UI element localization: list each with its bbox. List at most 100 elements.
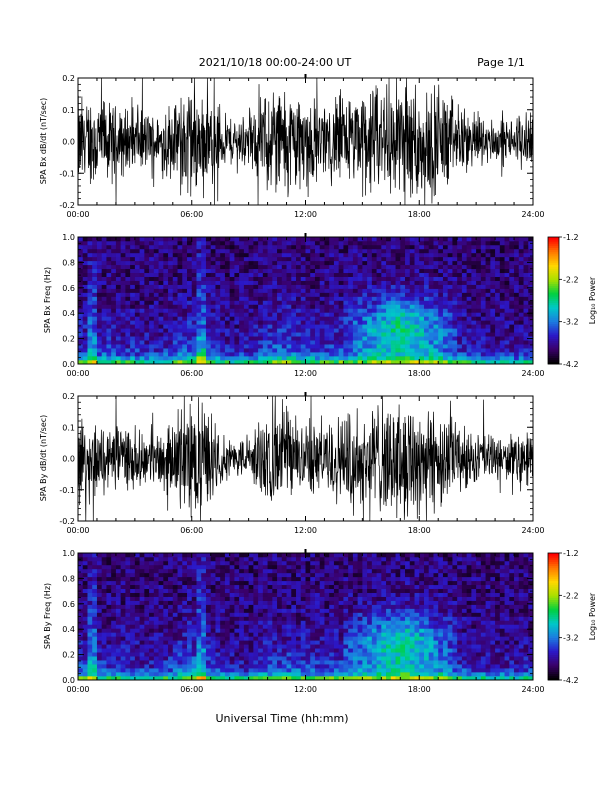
spectrogram-cell (281, 604, 287, 609)
spectrogram-cell (504, 240, 510, 246)
spectrogram-cell (447, 344, 453, 349)
spectrogram-cell (96, 344, 102, 349)
spectrogram-cell (319, 237, 325, 242)
spectrogram-cell (348, 328, 354, 333)
spectrogram-cell (314, 304, 321, 309)
spectrogram-cell (286, 592, 292, 597)
spectrogram-cell (115, 596, 121, 601)
spectrogram-cell (92, 580, 98, 586)
spectrogram-cell (205, 588, 212, 593)
spectrogram-cell (101, 284, 107, 289)
spectrogram-cell (234, 312, 240, 317)
spectrogram-cell (423, 268, 430, 274)
spectrogram-cell (438, 284, 444, 289)
spectrogram-cell (149, 588, 155, 593)
spectrogram-cell (485, 340, 491, 345)
spectrogram-cell (125, 332, 131, 337)
spectrogram-cell (158, 344, 164, 349)
spectrogram-cell (423, 272, 430, 277)
spectrogram-cell (210, 628, 216, 633)
spectrogram-cell (177, 604, 183, 609)
spectrogram-cell (210, 240, 216, 246)
spectrogram-cell (296, 676, 302, 681)
spectrogram-cell (210, 348, 216, 353)
spectrogram-cell (92, 616, 98, 621)
spectrogram-cell (258, 640, 264, 645)
spectrogram-cell (149, 268, 155, 274)
spectrogram-cell (286, 312, 292, 317)
spectrogram-cell (134, 600, 140, 605)
spectrogram-cell (262, 284, 268, 289)
spectrogram-cell (168, 360, 174, 365)
spectrogram-cell (196, 620, 202, 625)
spectrogram-cell (196, 664, 202, 669)
spectrogram-cell (277, 320, 283, 325)
spectrogram-cell (87, 556, 93, 562)
spectrogram-cell (163, 360, 169, 365)
spectrogram-cell (395, 244, 401, 250)
spectrogram-cell (78, 600, 84, 605)
spectrogram-cell (153, 568, 159, 574)
spectrogram-cell (471, 348, 477, 353)
spectrogram-cell (187, 636, 193, 641)
spectrogram-cell (92, 336, 98, 341)
spectrogram-cell (239, 300, 245, 305)
spectrogram-cell (267, 344, 273, 349)
spectrogram-cell (343, 272, 349, 277)
spectrogram-cell (258, 352, 264, 357)
spectrogram-cell (248, 644, 254, 649)
spectrogram-cell (243, 584, 249, 590)
spectrogram-cell (130, 280, 136, 285)
spectrogram-cell (92, 564, 98, 570)
spectrogram-cell (78, 664, 84, 669)
spectrogram-cell (277, 360, 283, 365)
spectrogram-cell (272, 664, 278, 669)
spectrogram-cell (196, 320, 202, 325)
spectrogram-cell (499, 237, 505, 242)
spectrogram-cell (523, 244, 529, 250)
spectrogram-cell (92, 652, 98, 657)
spectrogram-cell (357, 296, 363, 301)
spectrogram-cell (120, 320, 126, 325)
spectrogram-cell (149, 553, 155, 558)
spectrogram-cell (314, 292, 321, 297)
spectrogram-cell (239, 656, 245, 661)
spectrogram-cell (367, 320, 373, 325)
spectrogram-cell (258, 280, 264, 285)
spectrogram-cell (528, 276, 534, 281)
spectrogram-cell (187, 560, 193, 566)
spectrogram-cell (106, 328, 112, 333)
spectrogram-cell (229, 304, 235, 309)
spectrogram-cell (224, 288, 230, 293)
spectrogram-cell (243, 284, 249, 289)
spectrogram-cell (386, 308, 392, 313)
spectrogram-cell (258, 644, 264, 649)
spectrogram-cell (514, 312, 520, 317)
spectrogram-cell (405, 264, 411, 270)
spectrogram-cell (239, 644, 245, 649)
spectrogram-cell (120, 592, 126, 597)
spectrogram-cell (78, 276, 84, 281)
spectrogram-cell (461, 244, 467, 250)
spectrogram-cell (229, 324, 235, 329)
spectrogram-cell (153, 596, 159, 601)
spectrogram-cell (471, 324, 477, 329)
spectrogram-cell (139, 600, 145, 605)
spectrogram-cell (499, 356, 505, 361)
spectrogram-cell (163, 272, 169, 277)
spectrogram-cell (144, 332, 150, 337)
spectrogram-cell (286, 336, 292, 341)
spectrogram-cell (187, 664, 193, 669)
spectrogram-cell (82, 324, 88, 329)
spectrogram-cell (239, 636, 245, 641)
spectrogram-cell (87, 237, 93, 242)
spectrogram-cell (409, 288, 415, 293)
spectrogram-cell (168, 560, 174, 566)
spectrogram-cell (314, 360, 321, 365)
y-tick-label: -0.2 (59, 201, 75, 210)
spectrogram-cell (111, 240, 117, 246)
spectrogram-cell (471, 252, 477, 258)
spectrogram-cell (172, 636, 178, 641)
spectrogram-cell (281, 676, 287, 681)
spectrogram-cell (461, 288, 467, 293)
